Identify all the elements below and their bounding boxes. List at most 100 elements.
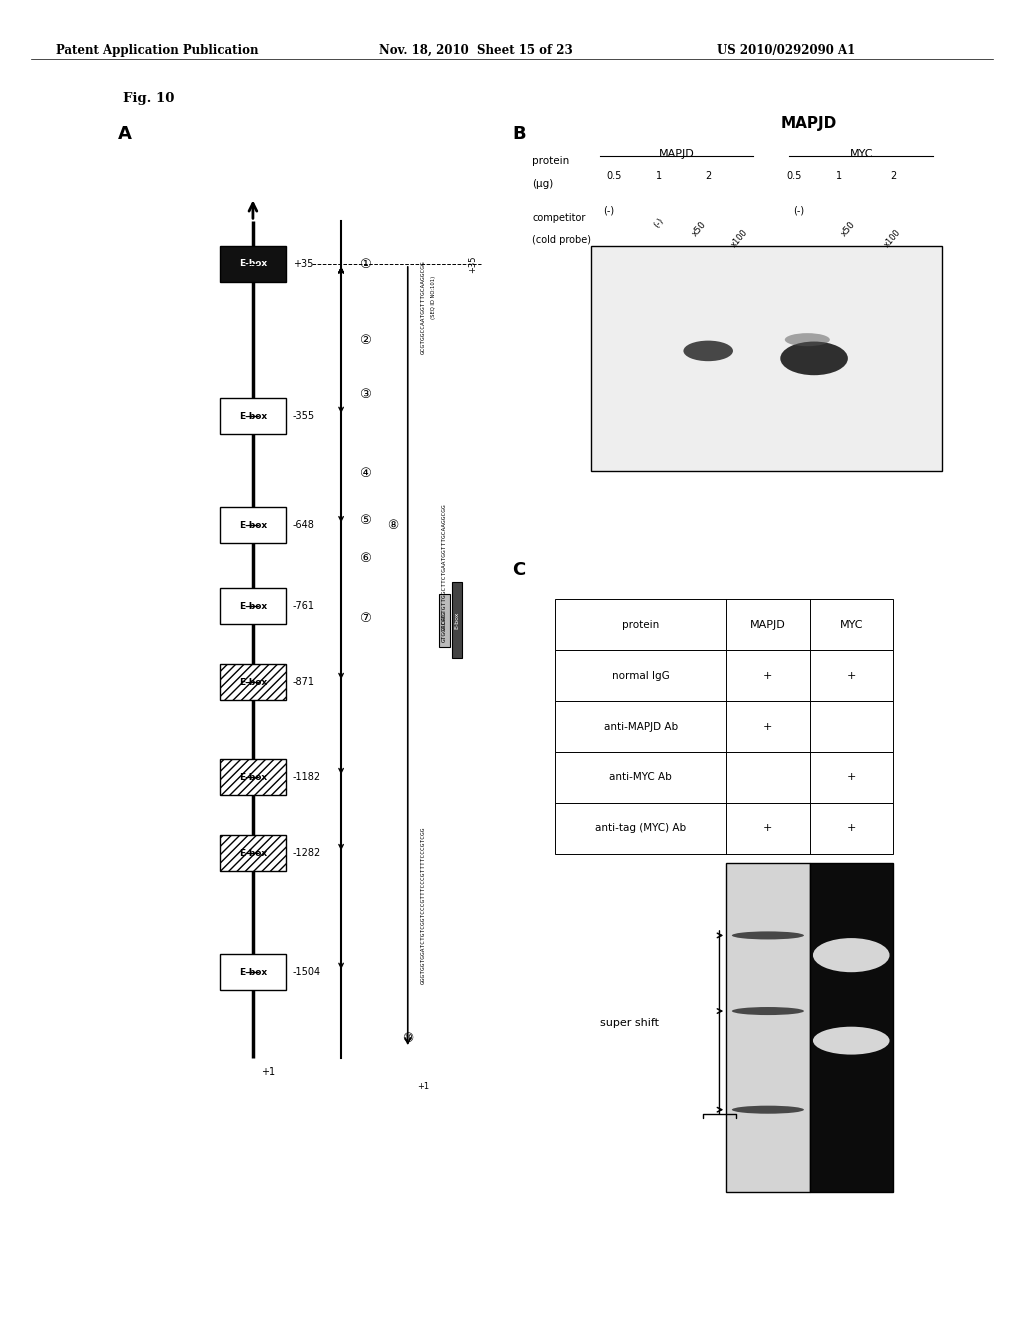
Text: B: B [512, 125, 525, 144]
Text: protein: protein [532, 157, 569, 166]
Text: Patent Application Publication: Patent Application Publication [56, 44, 259, 57]
Text: E-box: E-box [239, 849, 267, 858]
Text: (μg): (μg) [532, 180, 554, 189]
Text: E-box: E-box [239, 260, 267, 268]
Text: ⑧: ⑧ [387, 519, 398, 532]
Text: MAPJD: MAPJD [781, 116, 837, 131]
Ellipse shape [683, 341, 733, 362]
Text: -761: -761 [293, 601, 314, 611]
Text: E-box: E-box [239, 968, 267, 977]
Text: ⑦: ⑦ [358, 611, 371, 624]
Bar [452, 582, 462, 659]
Text: E-box: E-box [239, 521, 267, 529]
Text: -355: -355 [293, 411, 314, 421]
Text: C: C [512, 561, 525, 579]
Bar [219, 589, 287, 624]
Text: US 2010/0292090 A1: US 2010/0292090 A1 [717, 44, 855, 57]
Text: +: + [847, 824, 856, 833]
Text: 1: 1 [655, 172, 662, 181]
Bar [219, 759, 287, 795]
Text: anti-MAPJD Ab: anti-MAPJD Ab [603, 722, 678, 731]
Bar [219, 507, 287, 544]
Text: E-box: E-box [239, 772, 267, 781]
Text: E-box: E-box [239, 602, 267, 611]
Text: anti-MYC Ab: anti-MYC Ab [609, 772, 672, 783]
Text: ②: ② [358, 334, 371, 347]
Ellipse shape [813, 1027, 890, 1055]
Text: +1: +1 [261, 1067, 274, 1077]
Ellipse shape [784, 333, 829, 346]
Text: +: + [763, 722, 772, 731]
Bar [555, 599, 893, 651]
Text: +: + [763, 824, 772, 833]
Bar [219, 836, 287, 871]
Text: ④: ④ [358, 466, 371, 479]
Ellipse shape [780, 342, 848, 375]
Text: (-): (-) [793, 205, 804, 215]
Text: competitor: competitor [532, 213, 586, 223]
Bar [726, 863, 810, 1192]
Text: +1: +1 [417, 1081, 429, 1090]
Text: -871: -871 [293, 677, 314, 688]
Text: (cold probe): (cold probe) [532, 235, 592, 246]
Text: +: + [847, 772, 856, 783]
Text: A: A [118, 125, 132, 144]
Bar [555, 701, 893, 752]
Bar [219, 246, 287, 282]
Text: (-): (-) [603, 205, 614, 215]
Text: E-box: E-box [239, 677, 267, 686]
Text: Nov. 18, 2010  Sheet 15 of 23: Nov. 18, 2010 Sheet 15 of 23 [379, 44, 572, 57]
Text: E-box: E-box [239, 412, 267, 421]
Text: (-): (-) [652, 216, 666, 230]
Ellipse shape [732, 932, 804, 940]
Bar [555, 752, 893, 803]
Text: +: + [847, 671, 856, 681]
Bar [591, 246, 942, 470]
Bar [438, 594, 450, 647]
Ellipse shape [732, 1106, 804, 1114]
Text: 2: 2 [890, 172, 896, 181]
Text: +35: +35 [468, 255, 477, 273]
Bar [555, 651, 893, 701]
Text: MYC: MYC [840, 620, 863, 630]
Text: 2: 2 [706, 172, 712, 181]
Text: GGGTGGTGGATCTGTCGGTCCCGTTTCCCGTTTTCCCGTCGG: GGGTGGTGGATCTGTCGGTCCCGTTTCCCGTTTTCCCGTC… [420, 826, 425, 985]
Text: MAPJD: MAPJD [658, 149, 694, 158]
Text: -1182: -1182 [293, 772, 321, 783]
Text: super shift: super shift [600, 1018, 658, 1027]
Text: ③: ③ [358, 388, 371, 401]
Text: +: + [763, 671, 772, 681]
Text: 0.5: 0.5 [786, 172, 802, 181]
Text: anti-tag (MYC) Ab: anti-tag (MYC) Ab [595, 824, 686, 833]
Text: GCGTGGCCAATGGTTTGCAAGGCGG: GCGTGGCCAATGGTTTGCAAGGCGG [420, 260, 425, 354]
Text: -1282: -1282 [293, 849, 321, 858]
Text: MAPJD: MAPJD [750, 620, 785, 630]
Text: 1: 1 [836, 172, 842, 181]
Ellipse shape [813, 939, 890, 973]
Text: x100: x100 [730, 227, 750, 249]
Text: Fig. 10: Fig. 10 [123, 92, 174, 106]
Text: -1504: -1504 [293, 968, 321, 977]
Text: x100: x100 [883, 227, 903, 249]
Text: E-box: E-box [455, 611, 460, 630]
Text: CACGTG: CACGTG [441, 611, 446, 630]
Text: ⑤: ⑤ [358, 513, 371, 527]
Text: GTGGCCACTGTTGGCTTCTGAATGGTTTGCAAGGCGG: GTGGCCACTGTTGGCTTCTGAATGGTTTGCAAGGCGG [441, 503, 446, 643]
Text: ①: ① [358, 257, 371, 271]
Ellipse shape [732, 1007, 804, 1015]
Text: MYC: MYC [850, 149, 873, 158]
Text: -648: -648 [293, 520, 314, 531]
Bar [219, 399, 287, 434]
Text: +35: +35 [293, 259, 313, 269]
Text: x50: x50 [839, 220, 857, 239]
Text: ⑩: ⑩ [402, 1032, 414, 1045]
Bar [555, 803, 893, 854]
Text: protein: protein [622, 620, 659, 630]
Bar [219, 664, 287, 700]
Bar [219, 954, 287, 990]
Text: 0.5: 0.5 [606, 172, 622, 181]
Text: x50: x50 [690, 220, 708, 239]
Bar [810, 863, 893, 1192]
Text: normal IgG: normal IgG [611, 671, 670, 681]
Text: ⑥: ⑥ [358, 552, 371, 565]
